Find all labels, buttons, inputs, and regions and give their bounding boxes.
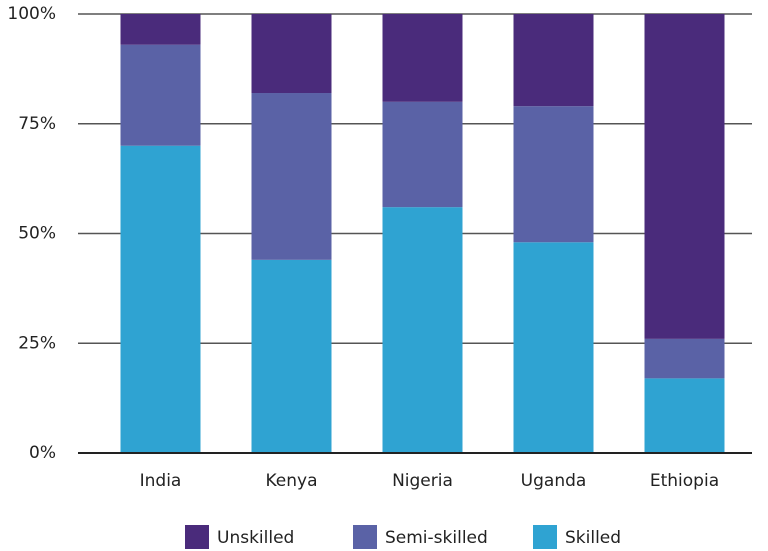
bar-segment — [382, 14, 463, 102]
bar-segment — [120, 14, 201, 45]
y-tick-label: 50% — [18, 224, 56, 244]
bar-segment — [251, 93, 332, 260]
y-tick-label: 0% — [29, 443, 56, 463]
x-tick-label: India — [140, 471, 182, 491]
legend-label: Unskilled — [217, 528, 294, 548]
y-tick-label: 25% — [18, 333, 56, 353]
x-tick-label: Nigeria — [392, 471, 453, 491]
bar-segment — [644, 378, 725, 453]
legend-swatch — [353, 525, 377, 549]
x-tick-label: Kenya — [265, 471, 317, 491]
bar-segment — [120, 145, 201, 453]
bar-segment — [513, 106, 594, 243]
bar-segment — [644, 14, 725, 339]
legend-label: Semi-skilled — [385, 528, 488, 548]
bar-segment — [382, 207, 463, 453]
x-tick-label: Ethiopia — [650, 471, 719, 491]
legend-swatch — [185, 525, 209, 549]
bar-segment — [644, 338, 725, 379]
bar-segment — [251, 259, 332, 453]
y-tick-label: 100% — [7, 4, 56, 24]
bar-segment — [513, 14, 594, 107]
bar-segment — [251, 14, 332, 94]
bar-segment — [120, 44, 201, 146]
legend-label: Skilled — [565, 528, 621, 548]
x-tick-label: Uganda — [521, 471, 587, 491]
bar-segment — [513, 242, 594, 453]
y-tick-label: 75% — [18, 114, 56, 134]
legend-swatch — [533, 525, 557, 549]
bar-segment — [382, 101, 463, 208]
